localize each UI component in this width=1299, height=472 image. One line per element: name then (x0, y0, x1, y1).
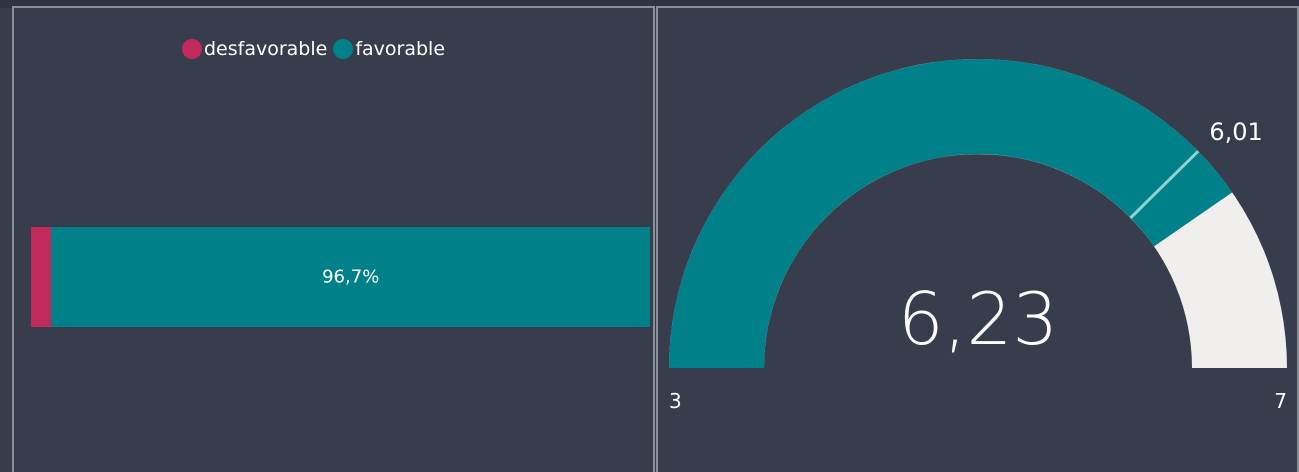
bar-data-label-favorable: 96,7% (322, 266, 380, 288)
gauge-value-label: 6,23 (898, 277, 1058, 361)
top-strip (0, 0, 1299, 8)
gauge-chart[interactable]: 6,01 6,23 3 7 (658, 8, 1297, 472)
chart-legend: desfavorable favorable (182, 38, 445, 60)
gauge-target-label: 6,01 (1209, 118, 1262, 146)
stacked-bar[interactable]: 96,7% (31, 227, 650, 327)
legend-label-desfavorable: desfavorable (204, 38, 328, 60)
gauge-arc-value[interactable] (669, 58, 1233, 369)
legend-dot-favorable-icon (333, 39, 354, 59)
gauge-panel[interactable]: 6,01 6,23 3 7 (656, 6, 1299, 472)
bar-segment-desfavorable[interactable] (31, 227, 52, 327)
legend-label-favorable: favorable (355, 38, 446, 60)
gauge-target-marker (1129, 150, 1200, 219)
gauge-max-label: 7 (1274, 389, 1287, 413)
bar-segment-favorable[interactable]: 96,7% (51, 227, 650, 327)
legend-item-desfavorable: desfavorable (182, 38, 327, 60)
legend-dot-desfavorable-icon (182, 39, 202, 59)
gauge-min-label: 3 (669, 389, 682, 413)
bar-chart-panel[interactable]: desfavorable favorable 96,7% (12, 6, 655, 472)
legend-item-favorable: favorable (333, 38, 445, 60)
